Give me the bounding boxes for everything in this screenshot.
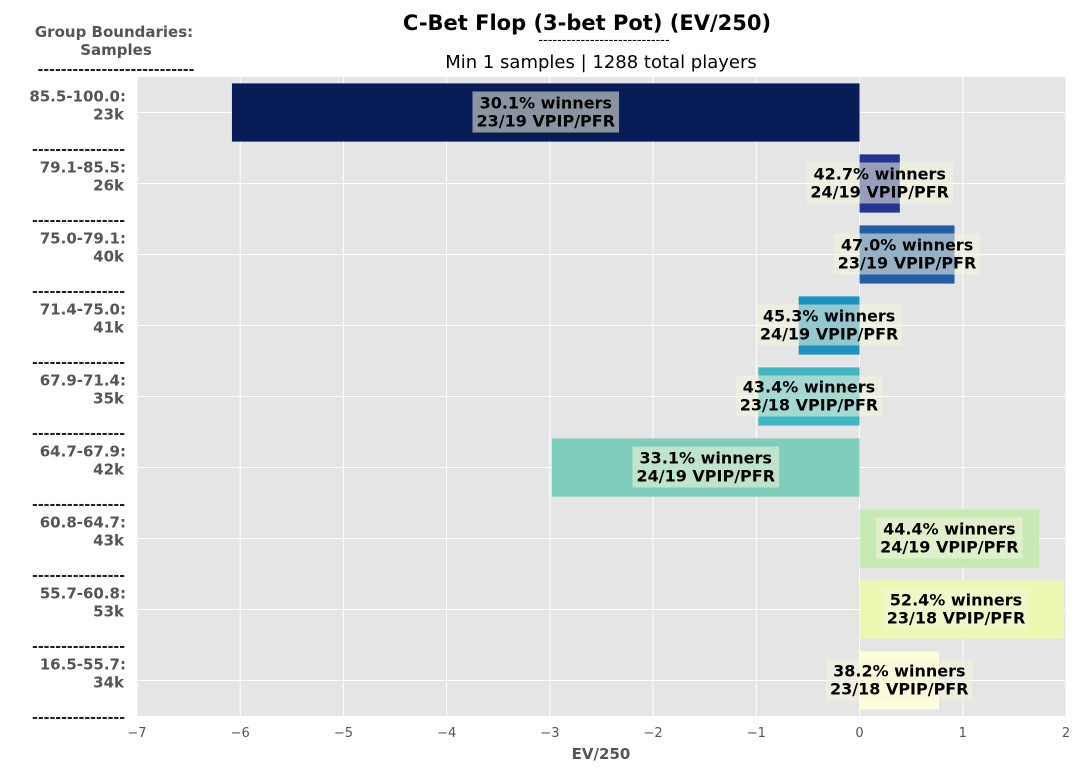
corner-label-line1: Group Boundaries: — [35, 23, 193, 41]
group-separator: ---------------- — [32, 710, 125, 726]
bar-vpip-label: 24/19 VPIP/PFR — [636, 467, 775, 486]
bar-label-box — [632, 446, 780, 488]
corner-label-line2: Samples — [80, 41, 152, 59]
x-tick-label: −1 — [747, 726, 766, 741]
bar-vpip-label: 23/18 VPIP/PFR — [830, 680, 969, 699]
group-separator: ---------------- — [32, 142, 125, 158]
x-axis-label: EV/250 — [572, 745, 631, 763]
group-range-label: 16.5-55.7: — [40, 656, 126, 674]
chart-subtitle: Min 1 samples | 1288 total players — [445, 52, 757, 73]
group-samples-label: 41k — [93, 319, 125, 337]
group-range-label: 64.7-67.9: — [40, 443, 126, 461]
group-samples-label: 35k — [93, 390, 125, 408]
bar-winners-label: 30.1% winners — [480, 94, 612, 113]
x-tick-label: −4 — [437, 726, 456, 741]
chart-title: C-Bet Flop (3-bet Pot) (EV/250) — [403, 11, 771, 35]
bar-vpip-label: 24/19 VPIP/PFR — [810, 183, 949, 202]
group-separator: ---------------- — [32, 213, 125, 229]
y-axis-labels: 85.5-100.0:23k----------------79.1-85.5:… — [29, 88, 126, 727]
bar-label-box — [755, 304, 903, 346]
chart-title-underline: ---------------------------- — [538, 33, 670, 48]
group-range-label: 75.0-79.1: — [40, 230, 126, 248]
group-separator: ---------------- — [32, 568, 125, 584]
bar-winners-label: 52.4% winners — [890, 591, 1022, 610]
group-samples-label: 42k — [93, 461, 125, 479]
bar-winners-label: 43.4% winners — [743, 378, 875, 397]
x-tick-label: −2 — [644, 726, 663, 741]
x-tick-label: −3 — [540, 726, 559, 741]
group-separator: ---------------- — [32, 497, 125, 513]
group-range-label: 85.5-100.0: — [29, 88, 126, 106]
group-samples-label: 40k — [93, 248, 125, 266]
bar-label-box — [735, 375, 883, 417]
group-samples-label: 43k — [93, 532, 125, 550]
group-range-label: 60.8-64.7: — [40, 514, 126, 532]
group-range-label: 79.1-85.5: — [40, 159, 126, 177]
bar-label-box — [882, 588, 1030, 630]
bar-winners-label: 33.1% winners — [640, 449, 772, 468]
group-samples-label: 34k — [93, 674, 125, 692]
group-range-label: 55.7-60.8: — [40, 585, 126, 603]
x-tick-label: 0 — [855, 726, 863, 741]
x-tick-label: 2 — [1062, 726, 1070, 741]
group-samples-label: 26k — [93, 177, 125, 195]
group-separator: ---------------- — [32, 355, 125, 371]
x-axis-ticks: −7 −6 −5 −4 −3 −2 −1 0 1 2 — [127, 726, 1070, 741]
bar-label-box — [472, 91, 620, 133]
bar-winners-label: 42.7% winners — [813, 165, 945, 184]
bar-label-box — [833, 233, 981, 275]
bar-vpip-label: 23/18 VPIP/PFR — [887, 609, 1026, 628]
group-range-label: 67.9-71.4: — [40, 372, 126, 390]
corner-separator: --------------------------- — [38, 62, 195, 78]
bar-vpip-label: 23/18 VPIP/PFR — [740, 396, 879, 415]
x-tick-label: 1 — [959, 726, 967, 741]
bar-vpip-label: 23/19 VPIP/PFR — [476, 112, 615, 131]
bar-label-box — [806, 162, 953, 204]
bar-vpip-label: 24/19 VPIP/PFR — [760, 325, 899, 344]
bar-vpip-label: 24/19 VPIP/PFR — [880, 538, 1019, 557]
bar-winners-label: 44.4% winners — [883, 520, 1015, 539]
bar-vpip-label: 23/19 VPIP/PFR — [838, 254, 977, 273]
group-separator: ---------------- — [32, 426, 125, 442]
bar-winners-label: 47.0% winners — [841, 236, 973, 255]
group-separator: ---------------- — [32, 639, 125, 655]
x-tick-label: −5 — [334, 726, 353, 741]
x-tick-label: −7 — [127, 726, 146, 741]
bar-winners-label: 45.3% winners — [763, 307, 895, 326]
group-samples-label: 53k — [93, 603, 125, 621]
bar-label-box — [826, 659, 973, 701]
group-range-label: 71.4-75.0: — [40, 301, 126, 319]
group-separator: ---------------- — [32, 284, 125, 300]
x-tick-label: −6 — [231, 726, 250, 741]
bar-winners-label: 38.2% winners — [833, 662, 965, 681]
group-samples-label: 23k — [93, 106, 125, 124]
bar-label-box — [876, 517, 1023, 559]
